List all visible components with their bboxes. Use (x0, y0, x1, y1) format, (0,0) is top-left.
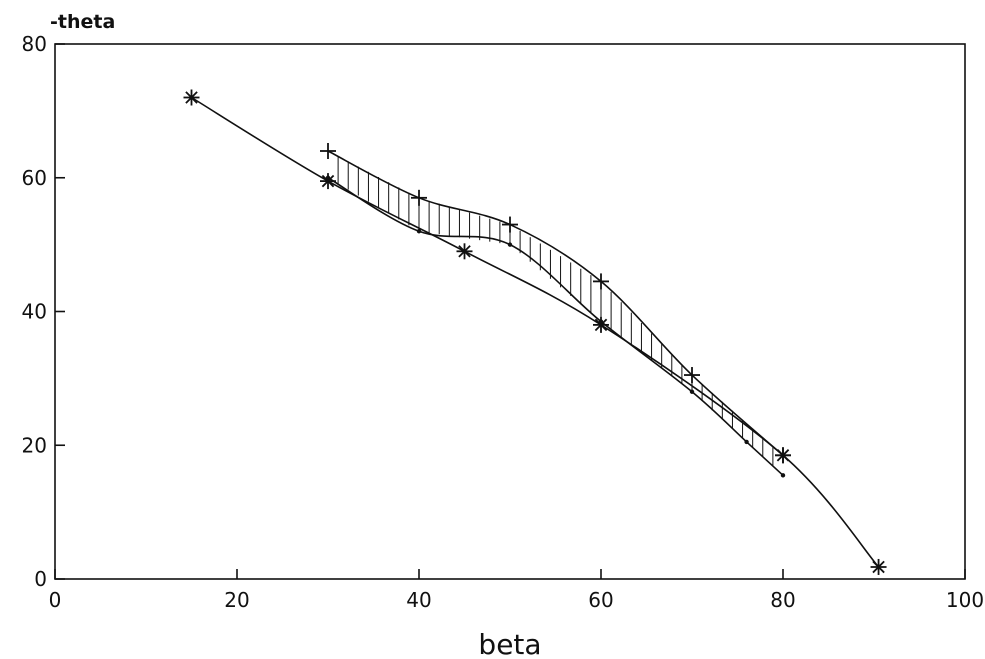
data-point-asterisk (870, 558, 887, 575)
data-point-plus (411, 189, 427, 206)
data-point-asterisk (456, 243, 473, 260)
y-axis-title: -theta (50, 11, 115, 33)
data-point-plus (502, 216, 518, 233)
data-point-plus (593, 273, 609, 290)
series-line-1 (191, 96, 880, 568)
x-tick-label: 0 (49, 588, 62, 612)
hatched-band (337, 156, 774, 467)
curves (191, 96, 880, 568)
x-axis-title: beta (478, 628, 541, 659)
y-tick-label: 60 (22, 166, 47, 190)
y-tick-label: 80 (22, 32, 47, 56)
data-point-asterisk (183, 89, 200, 106)
data-point-dot (598, 319, 604, 324)
data-point-dot (744, 439, 749, 445)
markers (183, 89, 887, 575)
data-point-dot (325, 175, 331, 180)
x-tick-label: 20 (224, 588, 249, 612)
y-tick-label: 0 (34, 567, 47, 591)
x-tick-label: 100 (946, 588, 984, 612)
data-point-plus (320, 143, 336, 159)
data-point-dot (780, 473, 786, 478)
series-line-2 (327, 150, 784, 456)
data-point-plus (775, 447, 791, 464)
data-point-asterisk (320, 173, 336, 190)
data-point-dot (689, 389, 695, 394)
y-tick-label: 40 (22, 300, 47, 324)
x-tick-label: 40 (406, 588, 431, 612)
series-line-3 (327, 177, 784, 476)
data-point-dot (416, 229, 422, 234)
x-tick-label: 60 (588, 588, 613, 612)
x-axis-ticks: 0 20 40 60 80 100 (49, 569, 984, 612)
y-tick-label: 20 (22, 433, 47, 457)
data-point-asterisk (593, 316, 609, 333)
x-tick-label: 80 (770, 588, 795, 612)
y-axis-ticks: 0 20 40 60 80 (22, 32, 65, 591)
data-point-plus (684, 367, 700, 384)
data-point-dot (507, 242, 513, 247)
plot-frame (54, 43, 966, 580)
